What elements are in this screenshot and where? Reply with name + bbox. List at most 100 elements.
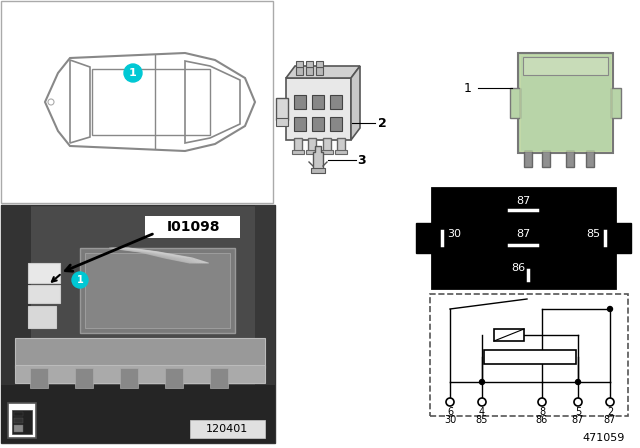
Bar [145, 216, 240, 238]
Bar [75, 368, 93, 388]
Bar [1, 1, 273, 203]
Text: 85: 85 [586, 229, 600, 239]
Bar [120, 368, 138, 388]
Bar [85, 253, 230, 328]
Text: 87: 87 [516, 196, 530, 206]
Bar [306, 150, 318, 154]
Bar [28, 285, 60, 303]
Bar [80, 248, 235, 333]
Bar [518, 53, 613, 153]
Bar [523, 57, 608, 75]
Polygon shape [45, 53, 255, 151]
Bar [430, 294, 628, 416]
Bar [14, 425, 23, 432]
Bar [611, 88, 621, 118]
Bar [321, 150, 333, 154]
Bar [8, 403, 36, 438]
Bar [28, 263, 60, 283]
Bar [28, 306, 56, 328]
Circle shape [574, 398, 582, 406]
Bar [312, 117, 324, 131]
Bar [484, 350, 576, 364]
Text: 87: 87 [604, 415, 616, 425]
Bar [210, 368, 228, 388]
Text: 1: 1 [129, 68, 137, 78]
Bar [542, 151, 550, 167]
Bar [586, 151, 594, 167]
Bar [316, 61, 323, 67]
Bar [294, 138, 302, 152]
Bar [566, 151, 574, 167]
Circle shape [538, 398, 546, 406]
Bar [524, 151, 532, 167]
Text: 87: 87 [572, 415, 584, 425]
Bar [337, 138, 345, 152]
Bar [92, 69, 210, 135]
Bar [510, 88, 520, 118]
Bar [15, 338, 265, 368]
Text: 5: 5 [575, 407, 581, 417]
Text: 86: 86 [511, 263, 525, 273]
Bar [1, 205, 275, 443]
Polygon shape [313, 146, 323, 170]
Bar [15, 365, 265, 383]
Circle shape [575, 379, 580, 384]
Bar [286, 78, 351, 140]
Bar [255, 205, 275, 443]
Circle shape [606, 398, 614, 406]
Text: 8: 8 [539, 407, 545, 417]
Bar [432, 188, 615, 288]
Text: 30: 30 [444, 415, 456, 425]
Bar [323, 138, 331, 152]
Bar [330, 117, 342, 131]
Bar [292, 150, 304, 154]
Text: 1: 1 [464, 82, 472, 95]
Bar [308, 138, 316, 152]
Text: 87: 87 [516, 229, 530, 239]
Text: 2: 2 [607, 407, 613, 417]
Text: 3: 3 [358, 154, 366, 167]
Text: 6: 6 [447, 407, 453, 417]
Bar [312, 95, 324, 109]
Circle shape [479, 379, 484, 384]
Text: 1: 1 [77, 275, 83, 285]
Text: 86: 86 [536, 415, 548, 425]
Bar [1, 385, 275, 443]
Text: I01098: I01098 [166, 220, 220, 234]
Bar [276, 98, 288, 120]
Bar [416, 223, 434, 253]
Bar [190, 420, 265, 438]
Bar [335, 150, 347, 154]
Bar [30, 368, 48, 388]
Text: 30: 30 [447, 229, 461, 239]
Polygon shape [351, 66, 360, 140]
Polygon shape [185, 61, 240, 143]
Bar [14, 418, 23, 423]
Circle shape [478, 398, 486, 406]
Bar [330, 95, 342, 109]
Polygon shape [70, 60, 90, 143]
Text: 120401: 120401 [206, 424, 248, 434]
Polygon shape [286, 66, 360, 78]
Circle shape [48, 99, 54, 105]
Bar [165, 368, 183, 388]
Circle shape [124, 64, 142, 82]
Bar [311, 168, 325, 173]
Bar [296, 67, 303, 75]
Bar [613, 223, 631, 253]
Bar [12, 410, 32, 434]
Circle shape [607, 306, 612, 311]
Text: 2: 2 [378, 116, 387, 129]
Bar [306, 67, 313, 75]
Circle shape [72, 272, 88, 288]
Bar [296, 61, 303, 67]
Bar [520, 55, 611, 151]
Bar [276, 118, 288, 126]
Bar [316, 67, 323, 75]
Bar [14, 412, 23, 416]
Text: 4: 4 [479, 407, 485, 417]
Bar [294, 95, 306, 109]
Bar [494, 329, 524, 341]
Text: 471059: 471059 [582, 433, 625, 443]
Bar [1, 205, 31, 443]
